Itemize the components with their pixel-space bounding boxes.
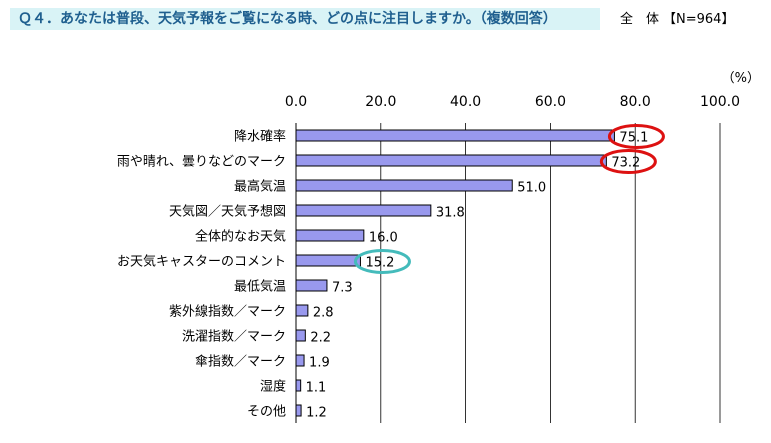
- question-title: Ｑ４．あなたは普段、天気予報をご覧になる時、どの点に注目しますか。（複数回答）: [10, 8, 600, 30]
- x-tick-label: 80.0: [620, 94, 651, 110]
- value-label: 51.0: [517, 181, 546, 196]
- category-label: 天気図／天気予想図: [169, 204, 286, 220]
- value-label: 31.8: [436, 206, 465, 221]
- value-label: 2.8: [313, 306, 334, 321]
- bar: [295, 279, 328, 292]
- value-label: 15.2: [365, 256, 394, 271]
- bar: [295, 354, 305, 367]
- highlight-circle: [599, 149, 657, 174]
- value-label: 1.1: [306, 381, 327, 396]
- highlight-circles: [353, 124, 665, 274]
- x-tick-label: 0.0: [285, 94, 307, 110]
- category-label: 洗濯指数／マーク: [182, 330, 286, 345]
- value-label: 7.3: [332, 281, 353, 296]
- bar: [295, 129, 615, 142]
- sample-size: 【N=964】: [663, 12, 735, 27]
- bar: [295, 154, 607, 167]
- total-sample-label: 全 体【N=964】: [620, 10, 734, 30]
- category-label: 紫外線指数／マーク: [169, 304, 286, 320]
- bar: [295, 329, 306, 342]
- total-label: 全 体: [620, 12, 660, 27]
- category-label: その他: [247, 405, 286, 420]
- category-label: お天気キャスターのコメント: [117, 254, 286, 270]
- highlight-circle: [607, 124, 665, 149]
- category-label: 最低気温: [234, 279, 286, 295]
- bars: [295, 129, 615, 417]
- category-labels: 降水確率雨や晴れ、曇りなどのマーク最高気温天気図／天気予想図全体的なお天気お天気…: [117, 129, 286, 420]
- x-tick-labels: 0.0 20.0 40.0 60.0 80.0 100.0: [285, 94, 740, 110]
- bar: [295, 304, 309, 317]
- highlight-circle: [353, 249, 411, 274]
- bar: [295, 229, 365, 242]
- category-label: 傘指数／マーク: [195, 355, 286, 370]
- value-label: 73.2: [611, 156, 640, 171]
- category-label: 湿度: [260, 379, 286, 395]
- x-tick-label: 20.0: [365, 94, 396, 110]
- category-label: 降水確率: [234, 129, 286, 145]
- bar: [295, 254, 361, 267]
- x-tick-label: 60.0: [535, 94, 566, 110]
- bar: [295, 204, 432, 217]
- category-label: 最高気温: [234, 179, 286, 195]
- category-label: 全体的なお天気: [195, 229, 286, 245]
- value-label: 1.2: [306, 406, 327, 421]
- x-tick-label: 40.0: [450, 94, 481, 110]
- bar: [295, 404, 302, 417]
- value-label: 2.2: [310, 331, 331, 346]
- bar: [295, 379, 302, 392]
- unit-label: （%）: [722, 71, 760, 86]
- value-labels: 75.1 73.2 51.0 31.8 16.0 15.2 7.3 2.8 2.2 1.9 1.1 1…: [306, 131, 649, 421]
- gridlines: [380, 123, 721, 423]
- x-tick-label: 100.0: [700, 94, 740, 110]
- category-label: 雨や晴れ、曇りなどのマーク: [117, 155, 286, 170]
- bar: [295, 179, 513, 192]
- value-label: 75.1: [619, 131, 648, 146]
- value-label: 1.9: [309, 356, 330, 371]
- value-label: 16.0: [369, 231, 398, 246]
